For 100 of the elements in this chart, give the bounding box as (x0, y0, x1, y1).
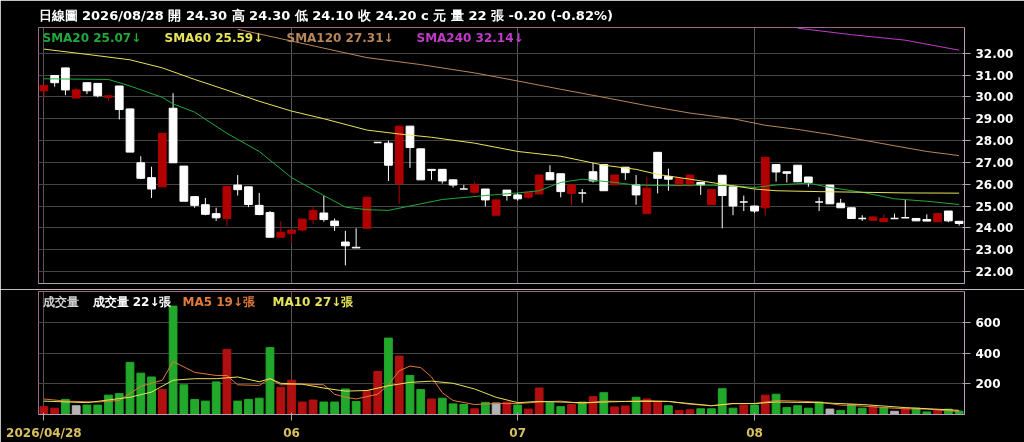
bar (373, 370, 383, 415)
bar (836, 409, 846, 415)
bar (82, 404, 92, 415)
candlestick (631, 174, 641, 206)
chart-title: 成交量 (41, 294, 79, 309)
bar (707, 408, 716, 415)
bar (362, 390, 372, 415)
bar (502, 401, 512, 415)
x-tick-label: 06 (283, 425, 300, 440)
bar (610, 406, 619, 415)
y-tick-label: 27.00 (975, 155, 1014, 170)
bar (276, 386, 286, 415)
y-tick-label: 22.00 (975, 265, 1014, 279)
bar (427, 398, 436, 415)
bar (157, 389, 167, 415)
candlestick (771, 164, 781, 183)
bar (287, 379, 296, 415)
bar (545, 402, 555, 415)
bar (297, 401, 307, 415)
candlestick (384, 140, 393, 182)
y-tick-label: 31.00 (975, 68, 1014, 83)
bar (664, 405, 673, 415)
bar (71, 405, 81, 415)
text: MA5 19↓張 (182, 294, 257, 309)
bar (588, 396, 598, 415)
y-tick-label: 30.00 (975, 90, 1014, 105)
bar (330, 401, 339, 415)
bar (93, 404, 103, 415)
bar (319, 401, 329, 415)
bar (190, 398, 199, 415)
bar (814, 401, 824, 415)
bar (351, 400, 361, 415)
candlestick (427, 168, 436, 181)
bar (39, 406, 49, 415)
y-tick-label: 28.00 (975, 134, 1014, 149)
x-tick-label: 2026/04/28 (6, 425, 82, 440)
y-tick-label: 200 (975, 377, 1001, 392)
bar (620, 405, 630, 415)
candlestick (405, 125, 415, 169)
candlestick (61, 67, 70, 96)
bar (437, 397, 447, 415)
y-tick-label: 600 (975, 315, 1001, 330)
y-tick-label: 24.00 (975, 221, 1014, 236)
y-tick-label: 25.00 (975, 199, 1014, 214)
bar (233, 400, 243, 415)
bar (696, 408, 706, 415)
candlestick (341, 230, 350, 266)
bar (211, 381, 221, 415)
bar (308, 399, 318, 415)
text: SMA240 32.14↓ (416, 30, 524, 45)
bar (804, 407, 813, 415)
bar (470, 408, 479, 415)
y-tick-label: 400 (975, 346, 1001, 361)
bar (384, 337, 393, 415)
y-tick-label: 29.00 (975, 112, 1014, 127)
bar (50, 407, 60, 415)
candlestick (233, 174, 243, 197)
bar (556, 406, 566, 415)
x-tick-label: 07 (509, 425, 526, 440)
candlestick (147, 166, 156, 199)
bar (491, 402, 501, 415)
line-series (43, 376, 960, 411)
bar (147, 376, 156, 415)
bar (653, 401, 662, 415)
bar (567, 404, 576, 415)
chart-title: 日線圖 2026/08/28 開 24.30 高 24.30 低 24.10 收 24.20 c 元 量 22 張 -0.20 (-0.82%) (38, 7, 613, 23)
candlestick (567, 184, 576, 206)
candlestick (244, 186, 253, 208)
series-label: SMA120 27.31↓ (286, 30, 394, 45)
bar (857, 407, 867, 415)
y-tick-label: 26.00 (975, 177, 1014, 192)
candlestick (664, 168, 673, 192)
text: SMA20 25.07↓ (42, 30, 142, 45)
y-tick-label: 23.00 (975, 243, 1014, 258)
bar (825, 408, 835, 415)
bar (513, 404, 523, 415)
bar (524, 408, 533, 415)
candlestick (534, 174, 544, 195)
text: MA10 27↓張 (272, 294, 355, 309)
annotation: 成交量 22↓張 (91, 294, 173, 309)
bar (760, 394, 770, 415)
bar (739, 404, 749, 415)
x-tick-label: 08 (746, 425, 763, 440)
candlestick (351, 227, 361, 249)
y-tick-label: 32.00 (975, 46, 1014, 61)
bar (793, 405, 802, 415)
bar (244, 398, 253, 415)
bar (750, 404, 759, 415)
candlestick (954, 220, 964, 227)
candlestick (319, 195, 329, 223)
bar (534, 387, 544, 415)
series-label: SMA60 25.59↓ (164, 30, 264, 45)
bar (222, 348, 232, 415)
candlestick (39, 84, 49, 98)
line-series (43, 78, 960, 211)
bar (201, 400, 210, 415)
line-series (797, 27, 960, 51)
candlestick (900, 199, 910, 219)
candlestick (814, 196, 824, 212)
candlestick (545, 164, 555, 181)
